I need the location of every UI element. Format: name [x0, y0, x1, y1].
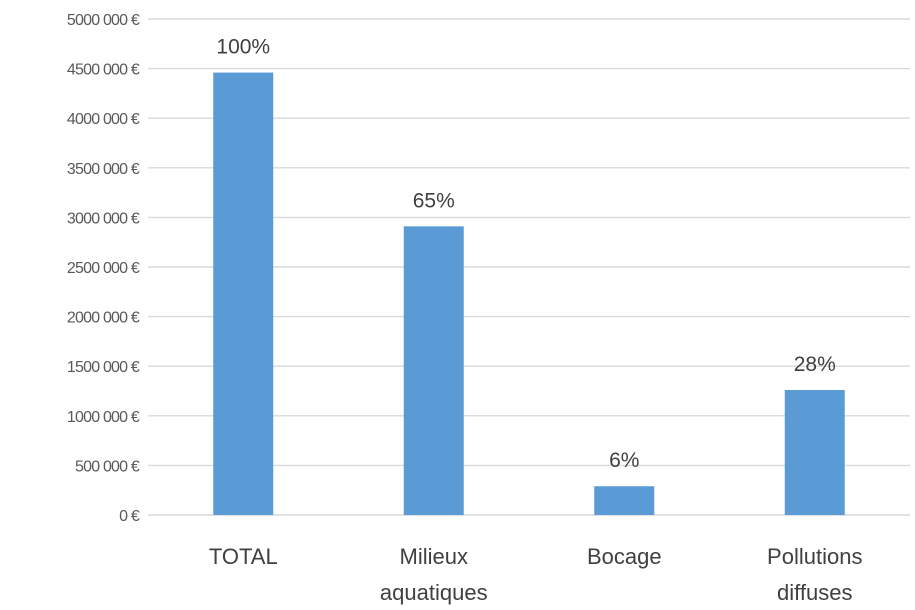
y-axis-ticks: 0 € 500 000 € 1000 000 € 1500 000 € 2000 000…: [67, 12, 141, 525]
x-tick-label: Bocage: [587, 544, 662, 569]
x-tick-label: TOTAL: [209, 544, 278, 569]
y-tick-label: 5000 000 €: [67, 12, 140, 29]
data-label: 65%: [413, 189, 455, 212]
x-tick-label: Milieux aquatiques: [380, 544, 488, 605]
bar: [403, 226, 464, 515]
data-labels: 100% 65% 6% 28%: [216, 36, 835, 473]
x-tick-label: Pollutions diffuses: [767, 544, 862, 605]
data-label: 6%: [609, 449, 639, 472]
y-tick-label: 1000 000 €: [67, 409, 140, 426]
x-tick-label-line: aquatiques: [380, 580, 488, 605]
x-tick-label-line: Bocage: [587, 544, 662, 569]
y-tick-label: 1500 000 €: [67, 359, 140, 376]
gridlines: [148, 18, 910, 516]
bar: [594, 486, 655, 515]
x-tick-label-line: TOTAL: [209, 544, 278, 569]
data-label: 100%: [216, 36, 270, 59]
x-tick-label-line: Pollutions: [767, 544, 862, 569]
y-tick-label: 3000 000 €: [67, 210, 140, 227]
data-label: 28%: [794, 353, 836, 376]
y-tick-label: 2500 000 €: [67, 260, 140, 277]
y-tick-label: 4500 000 €: [67, 62, 140, 79]
bar: [784, 390, 845, 515]
bars: [213, 72, 845, 516]
bar: [213, 72, 274, 516]
y-tick-label: 0 €: [119, 508, 140, 525]
x-tick-label-line: Milieux: [400, 544, 468, 569]
x-axis-ticks: TOTAL Milieux aquatiques Bocage Pollutions di…: [209, 544, 863, 605]
y-tick-label: 3500 000 €: [67, 161, 140, 178]
x-tick-label-line: diffuses: [777, 580, 852, 605]
y-tick-label: 2000 000 €: [67, 310, 140, 327]
y-tick-label: 4000 000 €: [67, 111, 140, 128]
y-tick-label: 500 000 €: [75, 458, 140, 475]
